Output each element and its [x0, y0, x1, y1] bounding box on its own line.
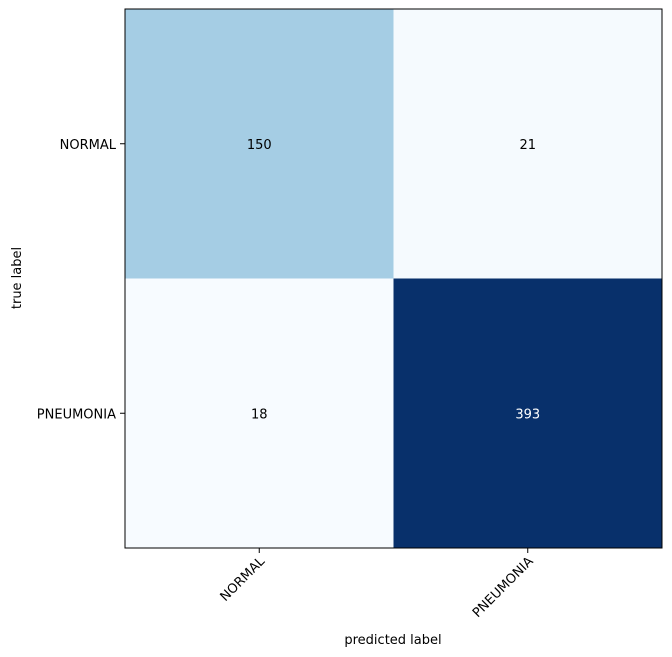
x-axis-ticks: NORMAL PNEUMONIA — [218, 548, 537, 621]
heatmap-cells — [125, 9, 663, 549]
heatmap-cell-1-0 — [125, 278, 394, 549]
y-tick-label-1: PNEUMONIA — [37, 407, 116, 422]
cell-value-labels: 150 21 18 393 — [247, 138, 540, 423]
heatmap-cell-0-1 — [393, 9, 663, 279]
x-axis-label: predicted label — [344, 633, 441, 648]
heatmap-cell-1-1 — [393, 278, 663, 549]
cell-value-1-0: 18 — [251, 407, 268, 422]
cell-value-1-1: 393 — [515, 407, 540, 422]
plot-frame — [124, 8, 663, 549]
y-axis-label: true label — [10, 247, 25, 309]
x-tick-label-0: NORMAL — [218, 554, 269, 605]
cell-value-0-0: 150 — [247, 138, 272, 153]
heatmap-cell-0-0 — [125, 9, 394, 279]
y-tick-label-0: NORMAL — [60, 138, 117, 153]
y-axis-ticks: NORMAL PNEUMONIA — [37, 138, 125, 422]
cell-value-0-1: 21 — [519, 138, 536, 153]
x-tick-label-1: PNEUMONIA — [470, 554, 537, 621]
